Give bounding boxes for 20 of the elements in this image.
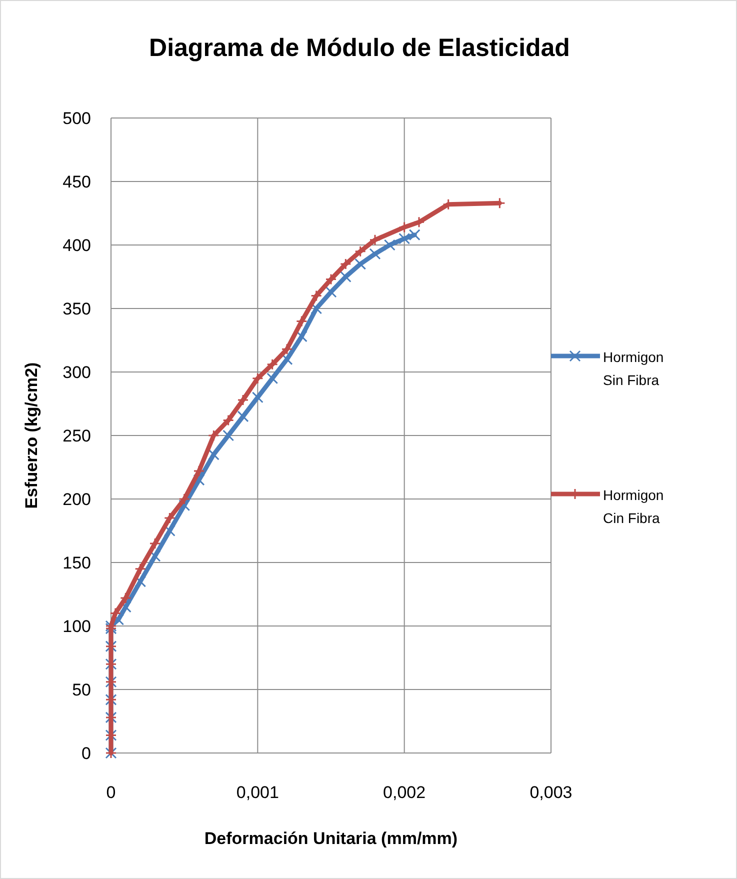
- y-tick-label: 100: [62, 616, 91, 636]
- x-tick-label: 0,003: [530, 783, 572, 802]
- y-tick-label: 50: [72, 680, 91, 700]
- y-tick-label: 150: [62, 553, 91, 572]
- y-tick-label: 450: [62, 172, 91, 192]
- y-tick-label: 0: [82, 744, 91, 763]
- legend-label: Hormigon Sin Fibra: [603, 349, 664, 388]
- y-tick-label: 400: [62, 236, 91, 255]
- y-tick-label: 350: [62, 299, 91, 318]
- y-tick-label: 250: [62, 426, 91, 446]
- y-tick-label: 200: [62, 490, 91, 509]
- legend-label: Hormigon Cin Fibra: [603, 487, 664, 526]
- chart-title: Diagrama de Módulo de Elasticidad: [149, 34, 570, 62]
- y-axis-title: Esfuerzo (kg/cm2): [22, 362, 41, 509]
- x-tick-label: 0: [106, 783, 116, 802]
- x-axis-title: Deformación Unitaria (mm/mm): [204, 829, 458, 848]
- x-tick-label: 0,001: [236, 783, 279, 802]
- x-tick-label: 0,002: [383, 783, 426, 802]
- y-tick-label: 300: [62, 362, 91, 382]
- y-tick-label: 500: [62, 108, 91, 128]
